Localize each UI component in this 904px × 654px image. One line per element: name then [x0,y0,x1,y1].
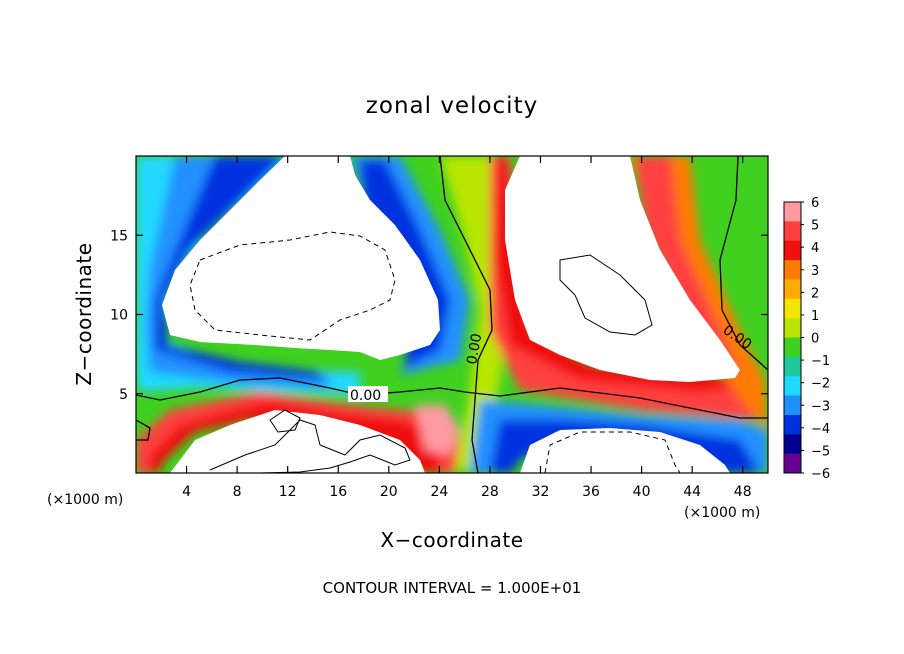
x-tick-label: 16 [329,484,347,500]
x-tick-label: 24 [430,484,448,500]
colorbar-swatch [784,376,801,397]
colorbar-swatch [784,395,801,416]
colorbar-swatch [784,298,801,319]
colorbar-swatch [784,356,801,377]
colorbar-tick-label: −4 [811,422,830,437]
x-tick-label: 40 [633,484,651,500]
colorbar-tick-label: 0 [811,332,819,347]
colorbar-tick-label: −3 [811,399,830,414]
x-tick-label: 48 [734,484,752,500]
colorbar-tick-label: −2 [811,377,830,392]
contour-label-2: 0.00 [464,332,485,365]
colorbar-tick-label: 3 [811,264,819,279]
colorbar-swatch [784,434,801,455]
y-axis: 5 10 15 [110,228,768,403]
y-tick-label: 15 [110,228,128,244]
contour-label-1: 0.00 [350,388,381,404]
x-tick-label: 36 [582,484,600,500]
y-unit-label: (×1000 m) [47,492,123,508]
x-tick-label: 4 [182,484,191,500]
colorbar [783,201,802,474]
x-tick-label: 32 [532,484,550,500]
colorbar-tick-label: −1 [811,354,830,369]
y-axis-label: Z−coordinate [72,242,96,385]
colorbar-swatch [784,240,801,261]
chart-title: zonal velocity [366,93,538,119]
colorbar-swatch [784,279,801,300]
x-tick-label: 12 [279,484,297,500]
contour-interval-note: CONTOUR INTERVAL = 1.000E+01 [323,579,582,597]
velocity-field: 0.00 0.00 0.00 [136,156,768,473]
colorbar-swatch [784,260,801,280]
colorbar-ticks: 6 5 4 3 2 1 0 −1 −2 −3 −4 −5 −6 [801,196,830,482]
y-tick-label: 5 [119,387,128,403]
x-axis-label: X−coordinate [380,528,523,552]
colorbar-swatch [784,318,801,338]
colorbar-swatch [784,221,801,242]
x-tick-label: 28 [481,484,499,500]
colorbar-tick-label: −6 [811,467,830,482]
colorbar-tick-label: 2 [811,286,819,301]
colorbar-tick-label: 1 [811,309,819,324]
y-tick-label: 10 [110,308,128,324]
contour-label-bg-1 [348,386,388,402]
colorbar-tick-label: 5 [811,219,819,234]
x-tick-label: 44 [683,484,701,500]
colorbar-tick-label: 6 [811,196,819,211]
colorbar-swatch [784,453,801,474]
x-tick-label: 20 [380,484,398,500]
colorbar-swatch [784,337,801,358]
x-tick-label: 8 [233,484,242,500]
x-axis: 4 8 12 16 20 24 28 32 36 40 44 48 [182,156,752,500]
colorbar-tick-label: −5 [811,444,830,459]
colorbar-swatch [784,414,801,435]
colorbar-swatch [784,202,801,222]
x-unit-label: (×1000 m) [684,505,760,521]
colorbar-tick-label: 4 [811,241,819,256]
